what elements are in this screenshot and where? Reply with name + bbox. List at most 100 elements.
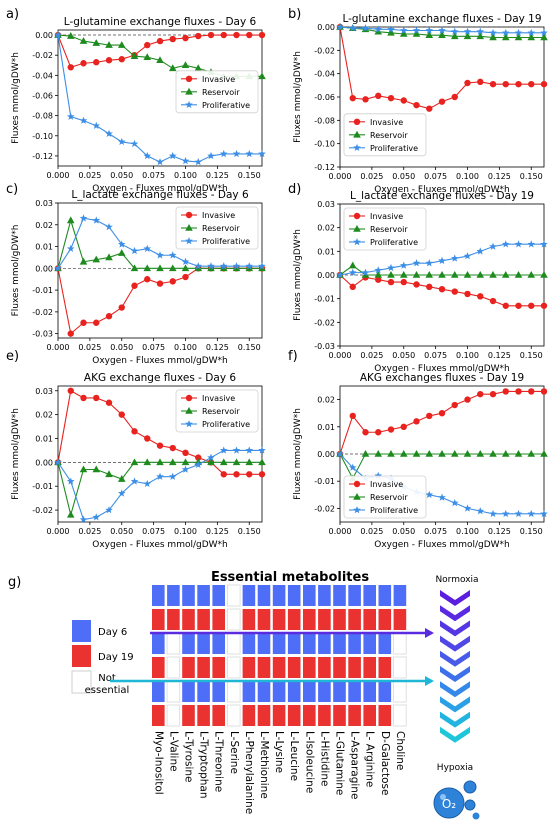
y-tick-label: -0.08 xyxy=(314,116,335,125)
point-invasive xyxy=(169,278,176,285)
point-reservoir xyxy=(245,458,254,466)
point-proliferative xyxy=(540,509,548,518)
y-tick-label: 0.01 xyxy=(35,434,53,443)
point-invasive xyxy=(387,278,395,286)
heatmap-cell xyxy=(242,705,256,726)
heatmap-cell xyxy=(303,633,316,654)
heatmap-cell xyxy=(318,681,331,702)
heatmap-cell xyxy=(152,609,165,630)
x-tick-label: 0.050 xyxy=(110,343,133,352)
point-reservoir xyxy=(540,450,548,457)
heatmap-cell xyxy=(257,657,271,678)
point-reservoir xyxy=(143,53,152,60)
point-reservoir xyxy=(258,458,266,466)
y-axis-label: Fluxes mmol/gDW*h xyxy=(293,229,303,321)
x-tick-label: 0.000 xyxy=(329,172,352,181)
panel-label-a: a) xyxy=(6,7,19,22)
heatmap-cell xyxy=(393,704,407,727)
heatmap-cell xyxy=(363,633,376,654)
point-invasive xyxy=(349,283,356,291)
heatmap-cell xyxy=(242,657,256,678)
series-reservoir xyxy=(54,458,266,518)
series-line-reservoir xyxy=(339,453,544,480)
point-proliferative xyxy=(336,271,344,279)
legend-label-invasive: Invasive xyxy=(370,212,403,221)
heatmap-cell xyxy=(363,657,376,678)
point-invasive xyxy=(477,293,484,300)
x-tick-label: 0.125 xyxy=(206,343,229,352)
plot-frame xyxy=(57,29,263,167)
point-proliferative xyxy=(374,266,383,274)
point-reservoir xyxy=(361,271,370,278)
heatmap-cell xyxy=(197,609,210,630)
point-invasive xyxy=(426,283,433,291)
point-proliferative xyxy=(514,240,523,248)
legend-box xyxy=(343,475,427,519)
heatmap-cell xyxy=(166,656,181,679)
point-invasive xyxy=(426,412,433,420)
chart-title: L_lactate exchange fluxes - Day 6 xyxy=(71,189,249,201)
x-tick-label: 0.125 xyxy=(206,171,229,180)
y-tick-label: -0.12 xyxy=(32,152,53,161)
panel-label-f: f) xyxy=(288,349,298,364)
heatmap-cell xyxy=(303,585,316,606)
point-proliferative xyxy=(438,493,446,501)
heatmap-cell xyxy=(318,657,331,678)
point-reservoir xyxy=(412,450,421,457)
point-reservoir xyxy=(66,216,75,224)
x-tick-label: 0.025 xyxy=(360,527,383,536)
heatmap-cell xyxy=(242,633,256,654)
chevron xyxy=(440,635,470,652)
heatmap-cell xyxy=(287,633,301,654)
point-proliferative xyxy=(438,26,446,34)
point-invasive xyxy=(502,302,509,309)
point-reservoir xyxy=(450,450,459,457)
point-invasive xyxy=(131,282,138,289)
chevron xyxy=(440,726,470,743)
point-invasive xyxy=(400,97,407,104)
point-reservoir xyxy=(463,32,472,40)
heatmap-cell xyxy=(242,609,256,630)
y-tick-label: -0.01 xyxy=(314,295,335,304)
point-reservoir xyxy=(66,32,75,39)
y-tick-label: 0.02 xyxy=(317,396,335,405)
heatmap-cell xyxy=(393,585,407,606)
x-tick-label: 0.100 xyxy=(456,172,479,181)
y-tick-label: -0.02 xyxy=(32,51,53,60)
legend-label-invasive: Invasive xyxy=(202,211,235,220)
x-tick-label: 0.025 xyxy=(360,172,383,181)
point-proliferative xyxy=(336,450,344,458)
point-invasive xyxy=(426,105,433,112)
point-proliferative xyxy=(245,262,254,270)
heatmap-cell xyxy=(272,633,286,654)
point-reservoir xyxy=(450,271,459,278)
point-invasive xyxy=(156,37,164,45)
point-proliferative xyxy=(92,216,101,224)
point-invasive xyxy=(144,435,151,442)
point-proliferative xyxy=(336,23,344,31)
heatmap-cell xyxy=(182,705,195,726)
point-proliferative xyxy=(412,26,421,34)
point-invasive xyxy=(464,79,471,87)
point-reservoir xyxy=(438,271,446,278)
heatmap-cell xyxy=(166,632,181,655)
x-tick-label: 0.100 xyxy=(456,351,479,360)
point-proliferative xyxy=(489,242,497,250)
x-tick-label: 0.100 xyxy=(456,527,479,536)
heatmap-cell xyxy=(227,632,241,655)
point-proliferative xyxy=(501,28,510,37)
metabolite-label-l-histidine: L-Histidine xyxy=(318,731,330,786)
metabolite-label-l-methionine: L-Methionine xyxy=(258,731,270,799)
heatmap-cell xyxy=(348,633,361,654)
point-proliferative xyxy=(232,262,241,270)
chart-d: L_lactate exchange fluxes - Day 19 0.000 0… xyxy=(293,190,548,374)
metabolite-label-l-arginine: L- Arginine xyxy=(364,731,376,787)
heatmap-cell xyxy=(242,585,256,606)
series-line-invasive xyxy=(57,267,262,335)
point-proliferative xyxy=(130,139,139,148)
point-invasive xyxy=(182,449,189,457)
point-proliferative xyxy=(399,261,408,269)
plot-frame xyxy=(57,385,263,523)
point-reservoir xyxy=(387,450,395,457)
legend-label-invasive: Invasive xyxy=(202,394,235,403)
